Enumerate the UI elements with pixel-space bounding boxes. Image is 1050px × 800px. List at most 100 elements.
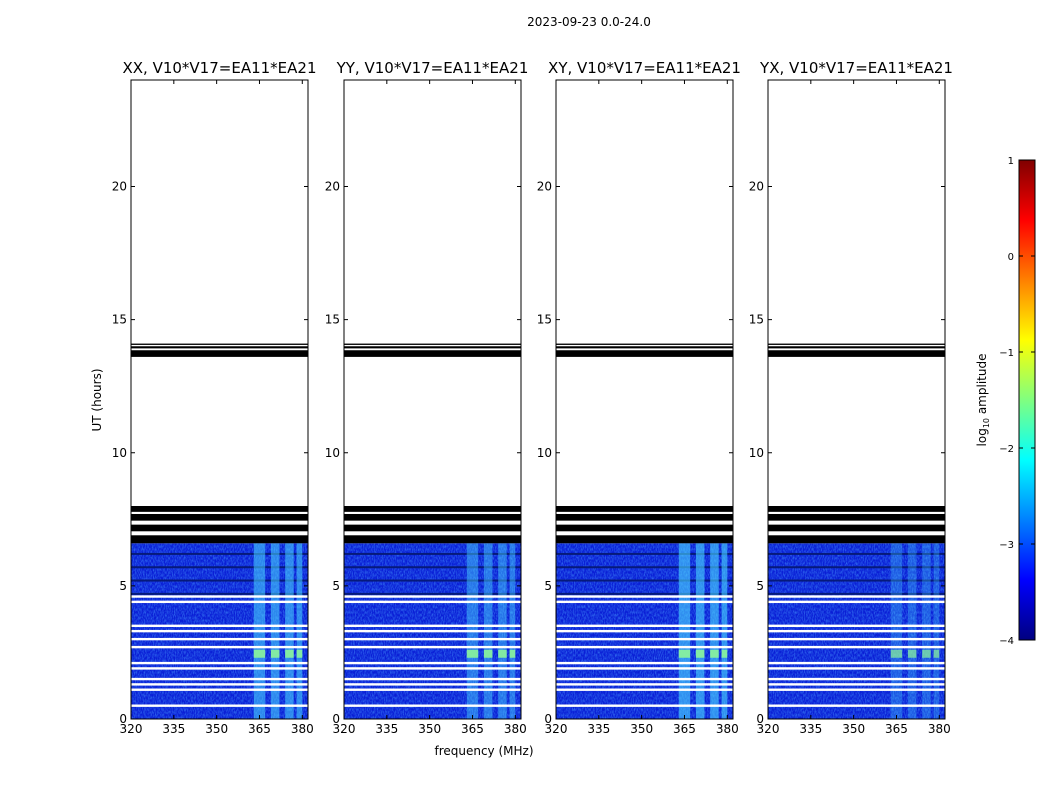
dark-stripe bbox=[768, 566, 945, 569]
rfi-strong bbox=[509, 649, 516, 658]
data-gap bbox=[768, 704, 945, 707]
colorbar-tick-label: 1 bbox=[1008, 156, 1014, 167]
rfi-strong bbox=[466, 649, 479, 658]
dark-stripe bbox=[344, 579, 521, 582]
x-tick-label: 365 bbox=[248, 722, 271, 736]
dark-stripe bbox=[768, 592, 945, 595]
data-gap bbox=[131, 704, 308, 707]
x-axis-label: frequency (MHz) bbox=[434, 744, 533, 758]
y-tick-label: 15 bbox=[325, 313, 340, 327]
flagged-band bbox=[768, 513, 945, 521]
y-tick-label: 20 bbox=[325, 180, 340, 194]
flagged-band bbox=[344, 506, 521, 512]
data-gap bbox=[131, 629, 308, 633]
flagged-band bbox=[131, 506, 308, 512]
data-gap bbox=[768, 629, 945, 633]
flagged-band bbox=[344, 350, 521, 357]
y-tick-label: 10 bbox=[112, 446, 127, 460]
colorbar-tick-label: −3 bbox=[999, 540, 1014, 551]
axes-frame bbox=[767, 79, 946, 720]
panels: XX, V10*V17=EA11*EA21 320 335 350 365 380 0 5 10… bbox=[112, 59, 953, 736]
dark-stripe bbox=[131, 566, 308, 569]
rfi-strong bbox=[285, 649, 294, 658]
flagged-band bbox=[768, 524, 945, 532]
panel-4: YX, V10*V17=EA11*EA21 320 335 350 365 380 0 5 10… bbox=[749, 59, 953, 736]
data-gap bbox=[556, 677, 733, 681]
rfi-strong bbox=[890, 649, 903, 658]
data-gap bbox=[768, 661, 945, 665]
data-gap bbox=[556, 600, 733, 604]
y-tick-label: 0 bbox=[119, 712, 127, 726]
dark-stripe bbox=[556, 592, 733, 595]
dark-stripe bbox=[131, 579, 308, 582]
y-tick-label: 5 bbox=[544, 579, 552, 593]
data-gap bbox=[131, 637, 308, 641]
flagged-band bbox=[768, 346, 945, 349]
data-gap bbox=[344, 645, 521, 649]
y-tick-label: 10 bbox=[325, 446, 340, 460]
colorbar-fill bbox=[1018, 159, 1036, 641]
x-tick-label: 335 bbox=[375, 722, 398, 736]
x-tick-label: 350 bbox=[205, 722, 228, 736]
data-gap bbox=[556, 683, 733, 686]
data-gap bbox=[556, 688, 733, 691]
data-gap bbox=[768, 645, 945, 649]
dark-stripe bbox=[556, 552, 733, 555]
x-tick-label: 320 bbox=[333, 722, 356, 736]
data-gap bbox=[344, 600, 521, 604]
y-tick-label: 20 bbox=[537, 180, 552, 194]
colorbar-label: log10 amplitude bbox=[975, 354, 991, 447]
flagged-band bbox=[768, 506, 945, 512]
x-tick-label: 380 bbox=[291, 722, 314, 736]
data-gap bbox=[344, 677, 521, 681]
rfi-strong bbox=[933, 649, 940, 658]
x-tick-label: 320 bbox=[545, 722, 568, 736]
panel-title: YY, V10*V17=EA11*EA21 bbox=[336, 59, 529, 77]
x-tick-label: 365 bbox=[673, 722, 696, 736]
colorbar-label-sub: 10 bbox=[982, 418, 991, 428]
data-gap bbox=[131, 677, 308, 681]
flagged-band bbox=[344, 513, 521, 521]
dark-stripe bbox=[344, 592, 521, 595]
y-tick-label: 5 bbox=[332, 579, 340, 593]
rfi-strong bbox=[296, 649, 303, 658]
flagged-band bbox=[131, 346, 308, 349]
axes-frame bbox=[343, 79, 522, 720]
data-gap bbox=[768, 667, 945, 670]
y-tick-label: 5 bbox=[119, 579, 127, 593]
flagged-band bbox=[131, 343, 308, 345]
dark-stripe bbox=[131, 552, 308, 555]
flagged-band bbox=[556, 513, 733, 521]
y-tick-label: 15 bbox=[112, 313, 127, 327]
data-gap bbox=[344, 704, 521, 707]
figure-title: 2023-09-23 0.0-24.0 bbox=[527, 15, 651, 29]
x-tick-label: 350 bbox=[842, 722, 865, 736]
colorbar-tick-label: −1 bbox=[999, 348, 1014, 359]
flagged-band bbox=[344, 535, 521, 544]
rfi-strong bbox=[710, 649, 719, 658]
data-gap bbox=[768, 595, 945, 598]
x-tick-label: 335 bbox=[587, 722, 610, 736]
data-gap bbox=[344, 661, 521, 665]
data-gap bbox=[131, 683, 308, 686]
dark-stripe bbox=[556, 566, 733, 569]
y-tick-label: 20 bbox=[749, 180, 764, 194]
data-gap bbox=[768, 677, 945, 681]
data-gap bbox=[768, 683, 945, 686]
data-gap bbox=[768, 637, 945, 641]
data-gap bbox=[344, 683, 521, 686]
data-gap bbox=[131, 645, 308, 649]
axes-frame bbox=[555, 79, 734, 720]
data-gap bbox=[768, 624, 945, 628]
y-tick-label: 0 bbox=[756, 712, 764, 726]
flagged-band bbox=[556, 506, 733, 512]
data-gap bbox=[556, 667, 733, 670]
rfi-strong bbox=[695, 649, 705, 658]
panel-title: XX, V10*V17=EA11*EA21 bbox=[122, 59, 316, 77]
x-tick-label: 350 bbox=[630, 722, 653, 736]
x-tick-label: 380 bbox=[504, 722, 527, 736]
dark-stripe bbox=[344, 566, 521, 569]
panel-title: XY, V10*V17=EA11*EA21 bbox=[548, 59, 741, 77]
data-gap bbox=[131, 688, 308, 691]
flagged-band bbox=[131, 350, 308, 357]
